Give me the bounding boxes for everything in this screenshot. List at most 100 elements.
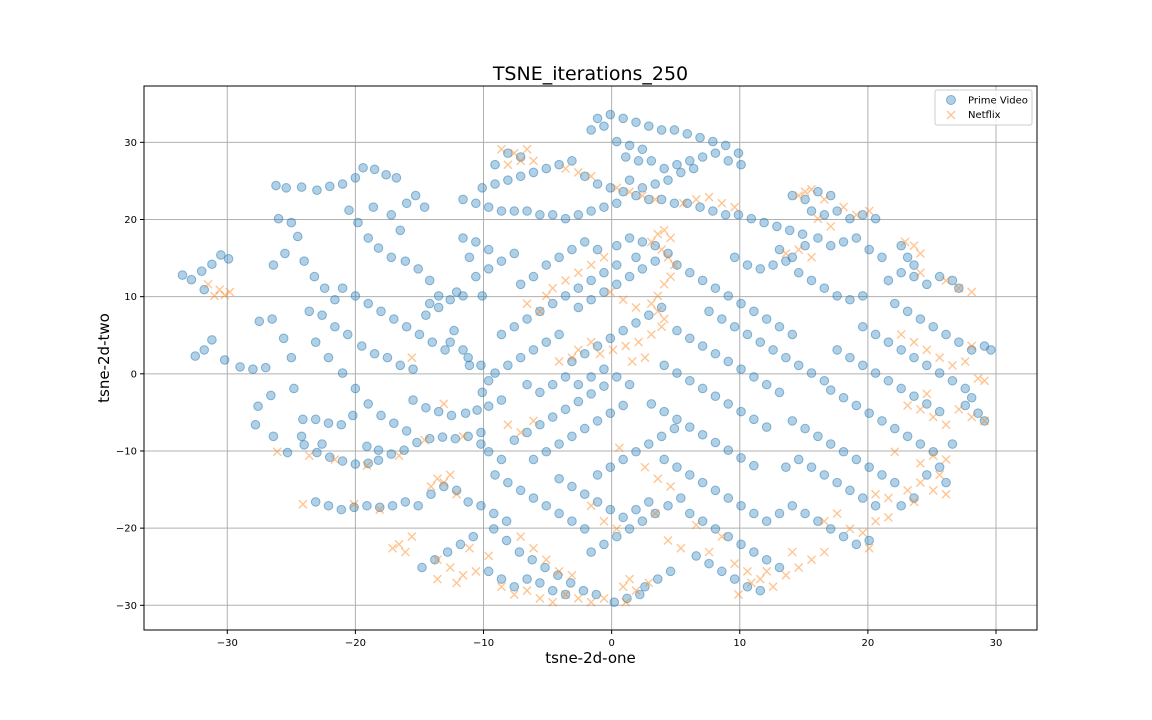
point-prime-video <box>643 310 654 320</box>
point-prime-video <box>362 441 372 452</box>
point-prime-video <box>909 271 919 282</box>
point-prime-video <box>746 213 757 224</box>
point-prime-video <box>909 391 919 401</box>
point-prime-video <box>573 302 584 313</box>
point-prime-video <box>207 259 217 270</box>
point-prime-video <box>643 194 654 205</box>
point-prime-video <box>296 182 307 192</box>
point-prime-video <box>541 446 552 457</box>
point-prime-video <box>445 337 456 347</box>
point-netflix <box>663 535 673 545</box>
point-prime-video <box>720 140 731 151</box>
point-prime-video <box>889 423 900 434</box>
point-prime-video <box>427 337 438 347</box>
point-prime-video <box>611 136 622 147</box>
point-prime-video <box>902 306 913 317</box>
point-prime-video <box>463 352 473 363</box>
point-netflix <box>915 268 925 278</box>
point-netflix <box>813 214 823 224</box>
point-prime-video <box>857 210 868 220</box>
point-prime-video <box>723 493 734 503</box>
point-prime-video <box>567 431 577 442</box>
point-netflix <box>634 337 644 347</box>
point-prime-video <box>684 333 695 344</box>
point-netflix <box>935 353 945 363</box>
point-prime-video <box>637 183 648 193</box>
point-prime-video <box>579 423 590 434</box>
point-prime-video <box>838 392 849 403</box>
point-prime-video <box>870 329 881 340</box>
point-netflix <box>272 447 282 457</box>
point-prime-video <box>496 395 507 405</box>
point-prime-video <box>631 504 641 515</box>
point-prime-video <box>278 333 289 344</box>
point-prime-video <box>665 566 676 577</box>
point-prime-video <box>599 539 609 550</box>
point-prime-video <box>286 352 297 363</box>
point-prime-video <box>736 500 746 511</box>
point-prime-video <box>358 162 368 173</box>
point-prime-video <box>768 345 778 355</box>
point-prime-video <box>477 291 488 301</box>
point-netflix <box>646 237 656 247</box>
point-prime-video <box>922 279 932 290</box>
point-prime-video <box>309 271 320 282</box>
point-prime-video <box>784 225 795 236</box>
point-prime-video <box>515 279 526 290</box>
point-netflix <box>973 373 983 383</box>
point-netflix <box>471 566 481 576</box>
point-prime-video <box>565 578 576 588</box>
point-prime-video <box>323 352 334 363</box>
point-netflix <box>464 543 474 553</box>
point-prime-video <box>554 439 564 449</box>
point-prime-video <box>483 375 494 386</box>
point-prime-video <box>573 396 584 407</box>
point-prime-video <box>363 298 374 309</box>
point-prime-video <box>599 287 609 297</box>
point-netflix <box>659 314 669 324</box>
legend-label-netflix: Netflix <box>968 110 1001 121</box>
point-netflix <box>896 329 906 339</box>
point-netflix <box>903 485 913 495</box>
point-prime-video <box>312 447 322 458</box>
point-netflix <box>595 349 605 359</box>
point-prime-video <box>877 252 887 263</box>
point-netflix <box>612 183 622 193</box>
series-prime-video <box>177 109 996 608</box>
point-prime-video <box>433 291 444 301</box>
point-prime-video <box>749 460 759 471</box>
legend: Prime Video Netflix <box>934 89 1033 126</box>
y-axis-ticks: −30 −20 −10 0 10 20 30 <box>116 138 144 612</box>
point-prime-video <box>710 148 721 158</box>
point-netflix <box>561 164 571 174</box>
point-prime-video <box>697 429 708 440</box>
point-prime-video <box>708 206 718 216</box>
point-prime-video <box>787 190 798 201</box>
point-prime-video <box>605 109 616 120</box>
point-netflix <box>890 447 900 457</box>
point-prime-video <box>742 581 753 592</box>
point-prime-video <box>451 485 462 496</box>
point-netflix <box>599 516 609 526</box>
point-prime-video <box>656 194 667 205</box>
point-netflix <box>653 229 663 239</box>
point-prime-video <box>368 202 379 212</box>
point-prime-video <box>676 167 686 178</box>
point-prime-video <box>267 314 277 324</box>
point-prime-video <box>567 356 577 367</box>
point-prime-video <box>342 329 353 340</box>
point-prime-video <box>413 264 423 274</box>
point-netflix <box>979 416 989 426</box>
point-prime-video <box>357 341 367 351</box>
point-netflix <box>915 478 925 488</box>
point-netflix <box>509 590 519 599</box>
point-prime-video <box>554 329 564 340</box>
point-prime-video <box>669 423 680 434</box>
point-prime-video <box>781 256 791 266</box>
point-prime-video <box>637 144 648 155</box>
point-prime-video <box>825 524 836 534</box>
point-prime-video <box>496 574 507 584</box>
point-prime-video <box>421 402 431 413</box>
point-prime-video <box>528 345 539 355</box>
point-prime-video <box>553 570 563 581</box>
